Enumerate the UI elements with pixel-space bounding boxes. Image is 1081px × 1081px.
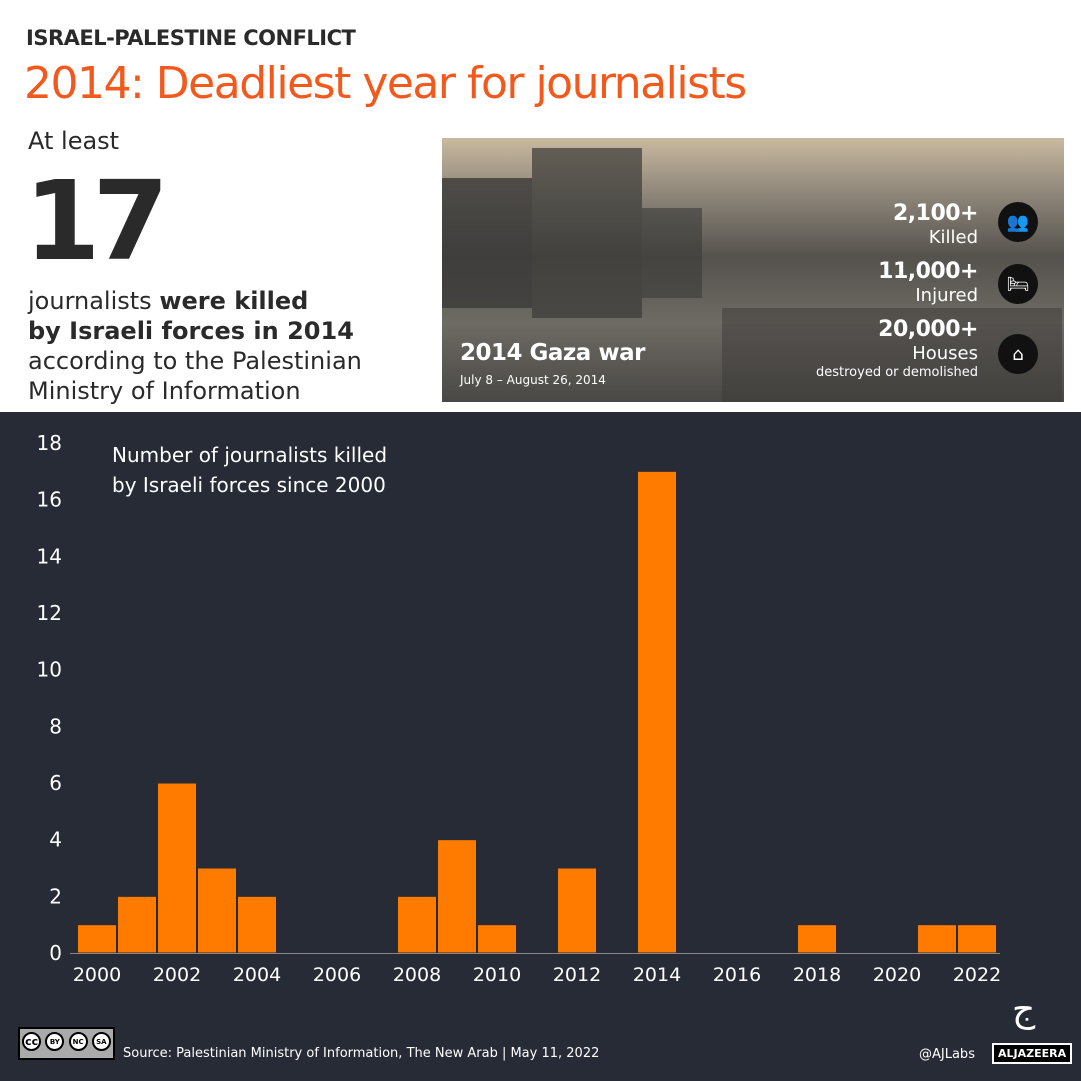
gaza-photo: 2014 Gaza war July 8 – August 26, 2014 2… xyxy=(442,138,1064,402)
chart-title-line: Number of journalists killed xyxy=(112,443,388,467)
x-tick-label: 2020 xyxy=(873,964,921,986)
bar-2009 xyxy=(437,839,477,954)
y-tick-label: 10 xyxy=(37,658,62,682)
lead-line1: journalists xyxy=(28,287,160,315)
x-tick-label: 2002 xyxy=(153,964,201,986)
y-tick-label: 18 xyxy=(37,431,62,455)
war-title: 2014 Gaza war xyxy=(460,340,645,366)
y-tick-label: 2 xyxy=(49,884,62,908)
hospital-bed-icon: 🛏 xyxy=(998,264,1038,304)
lead-pre: At least xyxy=(28,127,120,155)
bar-2014 xyxy=(637,470,677,954)
bar-2021 xyxy=(917,924,957,954)
brand-wordmark: ALJAZEERA xyxy=(992,1043,1073,1064)
y-tick-label: 4 xyxy=(49,828,62,852)
x-tick-label: 2000 xyxy=(73,964,121,986)
kicker: ISRAEL-PALESTINE CONFLICT xyxy=(26,26,356,50)
chart-panel xyxy=(0,412,1081,1081)
bar-2010 xyxy=(477,924,517,954)
y-tick-label: 16 xyxy=(37,488,62,512)
source-text: Source: Palestinian Ministry of Informat… xyxy=(123,1046,600,1061)
x-tick-label: 2012 xyxy=(553,964,601,986)
lead-line3: according to the Palestinian xyxy=(28,347,362,375)
stat-label: Killed xyxy=(928,227,978,248)
x-tick-label: 2018 xyxy=(793,964,841,986)
handle: @AJLabs xyxy=(919,1047,975,1062)
bar-2003 xyxy=(197,867,237,954)
war-dates: July 8 – August 26, 2014 xyxy=(460,373,606,387)
y-tick-label: 14 xyxy=(37,544,62,568)
x-tick-label: 2014 xyxy=(633,964,681,986)
stat-number: 11,000+ xyxy=(878,259,978,284)
stat-number: 20,000+ xyxy=(878,317,978,342)
stat-houses: 20,000+ Houses destroyed or demolished xyxy=(816,316,979,381)
stat-label: Houses xyxy=(912,343,978,364)
stat-sublabel: destroyed or demolished xyxy=(816,365,978,380)
x-tick-label: 2010 xyxy=(473,964,521,986)
stat-injured: 11,000+ Injured xyxy=(878,258,978,307)
chart-title: Number of journalists killed by Israeli … xyxy=(112,440,387,500)
bar-2002 xyxy=(157,782,197,954)
bar-2012 xyxy=(557,867,597,954)
lead-number: 17 xyxy=(24,157,169,285)
bar-2001 xyxy=(117,895,157,954)
lead-line1-bold: were killed xyxy=(159,287,309,315)
y-tick-label: 12 xyxy=(37,601,62,625)
x-tick-label: 2008 xyxy=(393,964,441,986)
lead-line4: Ministry of Information xyxy=(28,377,301,405)
bar-2022 xyxy=(957,924,997,954)
creative-commons-badge: cc BY NC SA xyxy=(18,1027,115,1060)
page-title: 2014: Deadliest year for journalists xyxy=(24,58,747,109)
people-icon: 👥 xyxy=(998,202,1038,242)
license-sa: SA xyxy=(91,1032,111,1051)
y-tick-label: 0 xyxy=(49,941,62,965)
cc-icon: cc xyxy=(22,1032,42,1051)
lead-line2: by Israeli forces in 2014 xyxy=(28,317,354,345)
bar-2008 xyxy=(397,895,437,954)
bar-2004 xyxy=(237,895,277,954)
x-tick-label: 2016 xyxy=(713,964,761,986)
x-tick-label: 2004 xyxy=(233,964,281,986)
license-nc: NC xyxy=(68,1032,88,1051)
x-tick-label: 2006 xyxy=(313,964,361,986)
bar-2000 xyxy=(77,924,117,954)
y-tick-label: 6 xyxy=(49,771,62,795)
y-tick-label: 8 xyxy=(49,714,62,738)
aljazeera-logo-icon: ﺝ xyxy=(1012,989,1036,1030)
bar-2018 xyxy=(797,924,837,954)
chart-title-line: by Israeli forces since 2000 xyxy=(112,473,386,497)
damaged-house-icon: ⌂ xyxy=(998,334,1038,374)
license-by: BY xyxy=(45,1032,65,1051)
stat-number: 2,100+ xyxy=(892,201,979,226)
stat-label: Injured xyxy=(915,285,978,306)
lead-text: At least 17 journalists were killed by I… xyxy=(24,126,438,406)
stat-killed: 2,100+ Killed xyxy=(892,200,979,249)
x-tick-label: 2022 xyxy=(953,964,1001,986)
